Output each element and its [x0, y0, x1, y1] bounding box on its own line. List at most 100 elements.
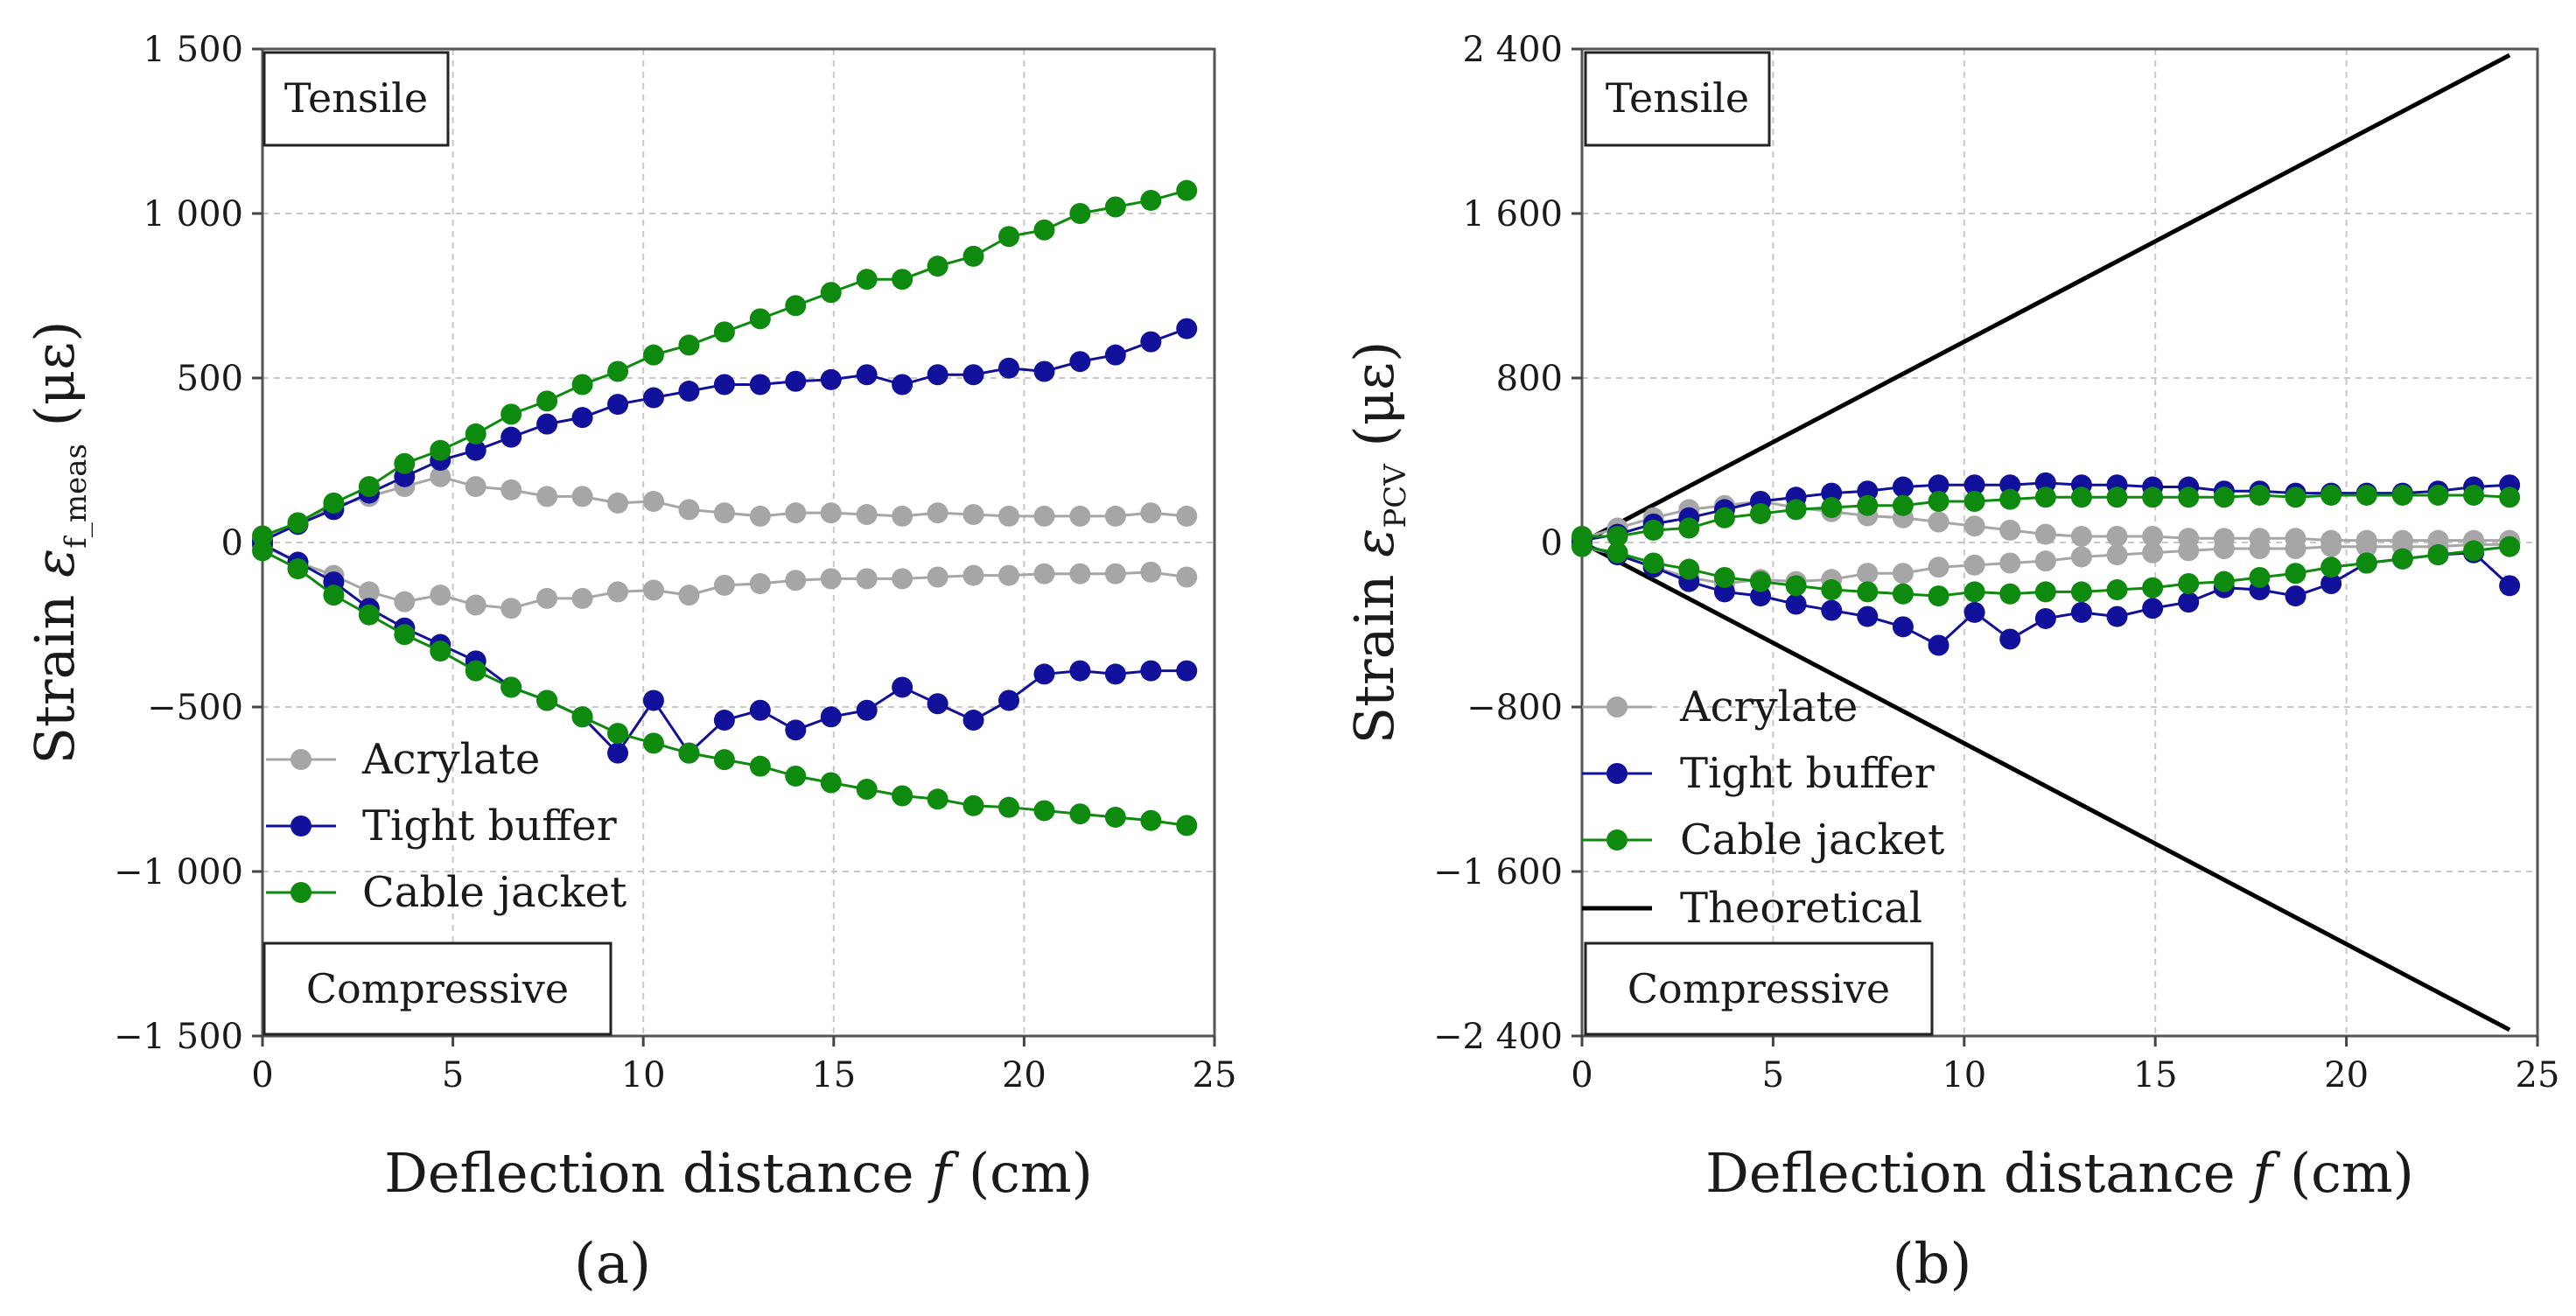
panel-b-acrylate-point [2285, 538, 2306, 560]
panel-b-cable-jacket-point [1749, 503, 1771, 525]
panel-a-cable-jacket-point [607, 360, 629, 382]
panel-a-cable-jacket-point [678, 742, 700, 764]
panel-a-acrylate-point [785, 502, 807, 524]
panel-b-x-tick-label: 10 [1942, 1055, 1986, 1096]
panel-a-tight-buffer-point [962, 364, 984, 386]
panel-a-cable-jacket-point [571, 706, 593, 728]
panel-a-tensile-box: Tensile [262, 51, 450, 147]
panel-a-cable-jacket-point [287, 558, 309, 580]
panel-b-y-tick-label: 800 [1496, 359, 1563, 399]
panel-b-acrylate-point [2106, 525, 2128, 547]
panel-a-cable-jacket-point [713, 749, 735, 771]
panel-b-acrylate-point [1999, 552, 2021, 574]
panel-a-tight-buffer-point [927, 693, 948, 715]
panel-a-cable-jacket-point [678, 334, 700, 356]
panel-b-cable-jacket-point [2499, 486, 2521, 508]
panel-a-cable-jacket-point [430, 439, 452, 461]
panel-a-acrylate-point [430, 584, 452, 606]
panel-a-tight-buffer-point [749, 699, 771, 721]
panel-a-tight-buffer-point [500, 426, 522, 448]
panel-a-acrylate-point [678, 584, 700, 606]
panel-b-cable-jacket-point [1964, 491, 1985, 512]
panel-a-acrylate-point [962, 504, 984, 526]
panel-a-acrylate-point [536, 587, 558, 609]
panel-a-tight-buffer-point [642, 690, 664, 711]
panel-a-acrylate-point [465, 594, 486, 616]
panel-a-acrylate-point [678, 499, 700, 521]
panel-a-acrylate-point [607, 581, 629, 603]
panel-b-cable-jacket-point [2356, 484, 2377, 506]
panel-a-acrylate-point [892, 568, 914, 590]
panel-b-compressive-label: Compressive [1628, 965, 1890, 1012]
panel-b-cable-jacket-point [1821, 579, 1843, 601]
panel-a-cable-jacket-point [607, 723, 629, 745]
panel-a-compressive-box: Compressive [262, 942, 612, 1036]
panel-b-cable-jacket-point [2106, 579, 2128, 601]
panel-b-legend-label-theoretical: Theoretical [1680, 884, 1922, 933]
panel-b-cable-jacket-point [1642, 552, 1664, 574]
panel-b-tight-buffer-point [2320, 573, 2342, 594]
panel-a-cable-jacket-point [1140, 189, 1162, 211]
panel-a-y-axis-title: Strain εf_meas (με) [23, 321, 94, 765]
panel-a-cable-jacket-point [749, 308, 771, 330]
panel-a-cable-jacket-point [927, 256, 948, 277]
panel-b-cable-jacket-point [1857, 494, 1879, 516]
panel-a-tight-buffer-point [749, 374, 771, 396]
panel-b-acrylate-point [1964, 515, 1985, 537]
panel-a-legend: Acrylate Tight buffer Cable jacket [266, 735, 626, 917]
panel-a-acrylate-point [749, 505, 771, 527]
panel-a-x-tick-label: 10 [621, 1055, 666, 1096]
panel-a-cable-jacket-point [820, 282, 842, 304]
panel-a-acrylate-point [892, 505, 914, 527]
panel-a-cable-jacket-point [465, 660, 486, 682]
panel-a-cable-jacket-point [1176, 179, 1198, 201]
panel-a-acrylate-point [820, 502, 842, 524]
panel-b-cable-jacket-point [1892, 583, 1914, 605]
panel-a-cable-jacket-point [500, 676, 522, 698]
panel-a-acrylate-point [1104, 505, 1126, 527]
panel-a-tight-buffer-point [785, 370, 807, 392]
panel-a-cable-jacket-point [252, 540, 273, 562]
panel-b-cable-jacket-point [2356, 552, 2377, 574]
panel-a-cable-jacket-point [962, 245, 984, 267]
panel-b-tight-buffer-point [1928, 634, 1950, 656]
panel-b-cable-jacket-point [1642, 519, 1664, 541]
panel-a-acrylate-point [962, 564, 984, 586]
panel-a-acrylate-point [571, 486, 593, 508]
panel-b-tight-buffer-point [2499, 575, 2521, 597]
panel-b-acrylate-point [2178, 540, 2200, 562]
panel-b-tight-buffer-point [2178, 592, 2200, 613]
panel-a-tight-buffer-point [1140, 331, 1162, 353]
panel-a-acrylate-point [998, 564, 1019, 586]
panel-a-y-tick-label: 1 000 [143, 194, 243, 234]
panel-a-gridlines [262, 49, 1214, 1036]
panel-a-tight-buffer-point [678, 381, 700, 402]
panel-a-cable-jacket-point [358, 604, 380, 626]
panel-a-tight-buffer-point [1033, 663, 1055, 685]
panel-a-cable-jacket-point [785, 295, 807, 317]
panel-b-tensile-label: Tensile [1606, 74, 1749, 122]
panel-a-cable-jacket-point [856, 779, 878, 800]
panel-a-acrylate-point [1033, 505, 1055, 527]
panel-b-cable-jacket-point [2178, 486, 2200, 508]
panel-b-cable-jacket-point [2142, 486, 2164, 508]
panel-b-cable-jacket-point [2249, 484, 2271, 506]
panel-b-theoretical-upper-line [1580, 52, 2511, 545]
panel-a-acrylate-point [820, 568, 842, 590]
panel-a-tight-buffer-point [892, 676, 914, 698]
panel-b-y-axis-title: Strain εPCV (με) [1342, 341, 1413, 745]
panel-b-acrylate-point [1964, 554, 1985, 576]
panel-a-cable-jacket-point [571, 374, 593, 396]
panel-a-y-tick-label: −1 000 [114, 852, 243, 892]
panel-a-tight-buffer-point [1140, 660, 1162, 682]
panel-b-acrylate-point [2070, 525, 2092, 547]
panel-b-acrylate-point [1857, 563, 1879, 584]
panel-a-cable-jacket-point [1069, 203, 1091, 224]
panel-b-tensile-box: Tensile [1584, 51, 1771, 147]
panel-b-y-tick-label: 1 600 [1462, 194, 1563, 234]
panel-a-acrylate-point [571, 587, 593, 609]
panel-a-acrylate-point [642, 491, 664, 512]
panel-b-acrylate-point [2034, 550, 2056, 572]
panel-b-cable-jacket-point [2034, 581, 2056, 603]
